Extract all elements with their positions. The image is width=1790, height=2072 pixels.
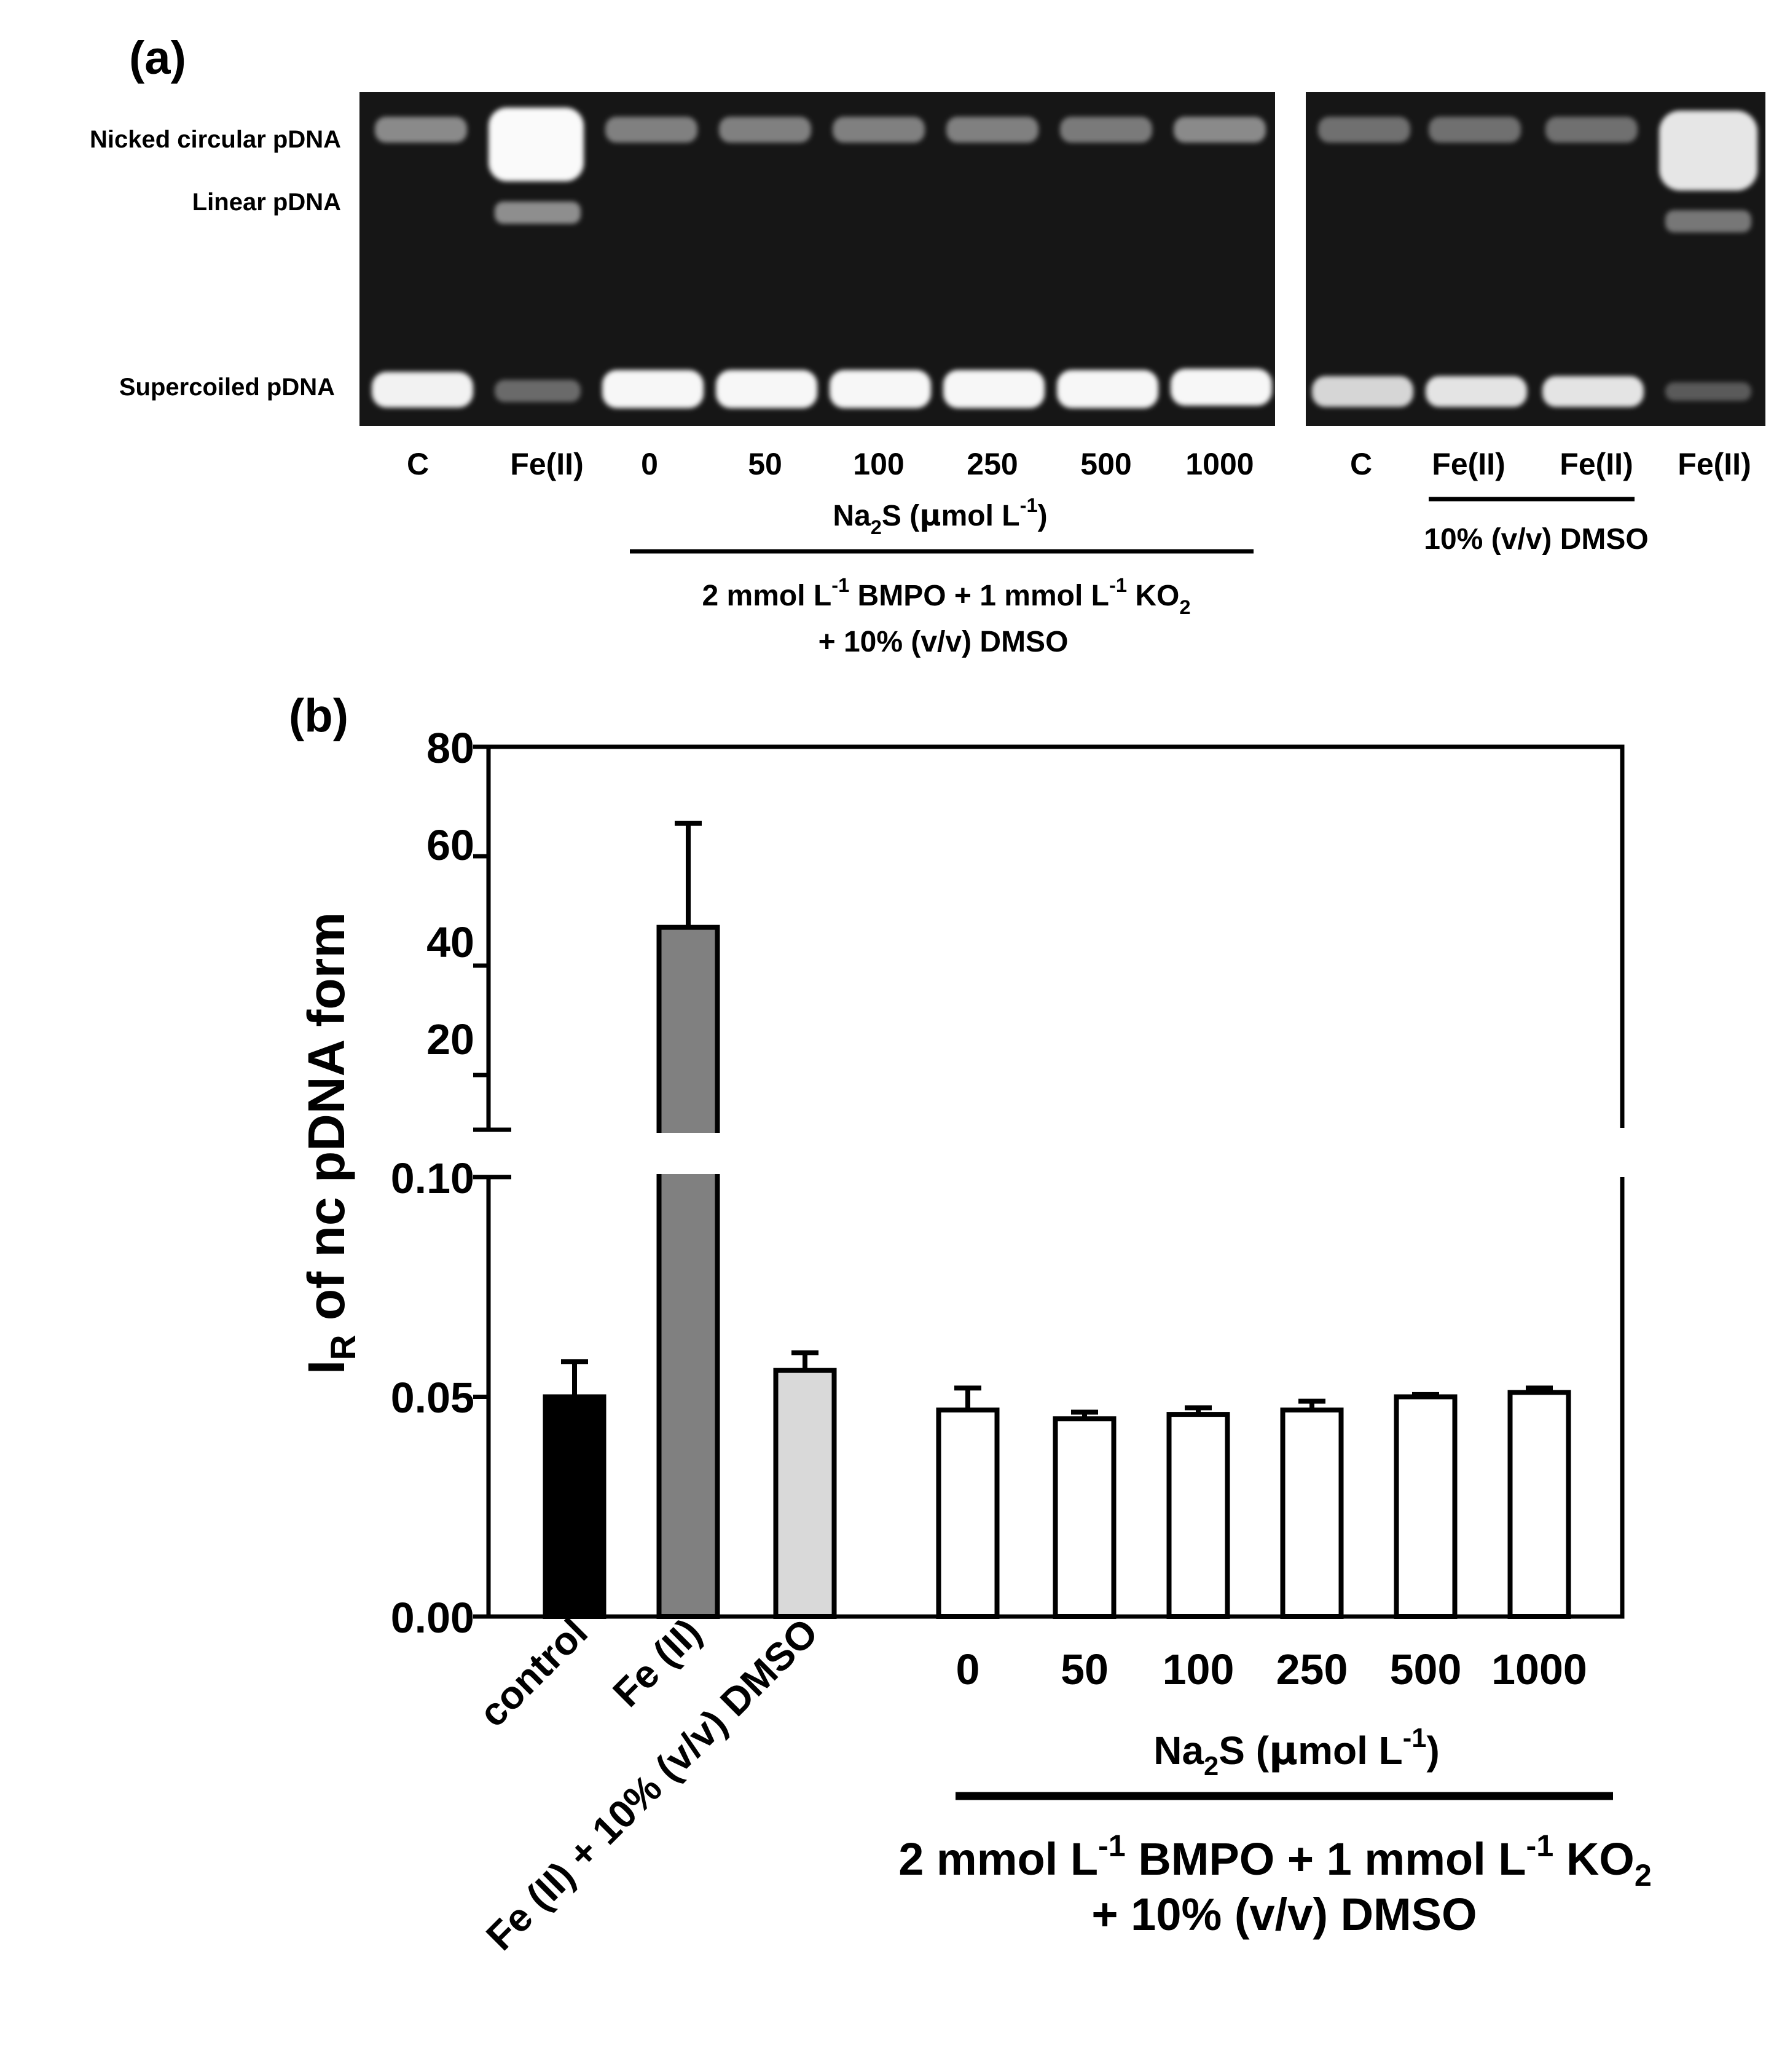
gel2-lane-label: C <box>1350 447 1372 481</box>
bar-fe-ii- <box>656 924 720 1619</box>
na2s-tick-label: 50 <box>1061 1645 1109 1693</box>
axis-break-gap <box>653 1133 724 1174</box>
bar-fe-ii-10-v-v-dmso <box>773 1368 837 1620</box>
gel1-lane-label: Fe(II) <box>510 447 583 481</box>
na2s-tick-label: 100 <box>1163 1645 1235 1693</box>
gel2-condition: 10% (v/v) DMSO <box>1424 523 1648 556</box>
panel-a-label: (a) <box>129 32 186 84</box>
band-label-nicked: Nicked circular pDNA <box>90 126 341 153</box>
na2s-axis-label: Na2S (μmol L-1) <box>1153 1723 1440 1781</box>
y-tick-label: 40 <box>426 918 474 966</box>
gel1-lane-label: 100 <box>853 447 904 481</box>
y-tick-label: 0.00 <box>391 1594 474 1642</box>
y-axis-label: IR of nc pDNA form <box>297 912 363 1374</box>
y-tick-label: 0.10 <box>391 1154 474 1202</box>
bars <box>543 821 1571 1620</box>
bar-1000 <box>1507 1390 1571 1620</box>
gel1-lane-label: 500 <box>1080 447 1131 481</box>
gel2-lane-label: Fe(II) <box>1432 447 1505 481</box>
bar-50 <box>1053 1416 1117 1619</box>
lower-y-ticks <box>473 1175 489 1619</box>
gel2-lane-label: Fe(II) <box>1560 447 1633 481</box>
gel1-lane-label: 250 <box>967 447 1018 481</box>
bar-100 <box>1166 1412 1230 1620</box>
gel-1-bands <box>372 108 1272 408</box>
na2s-tick-label: 250 <box>1276 1645 1348 1693</box>
gel1-lane-label: C <box>407 447 429 481</box>
y-tick-label: 0.05 <box>391 1374 474 1422</box>
upper-y-ticks <box>473 744 489 1077</box>
gel1-na2s-label: Na2S (μmol L-1) <box>833 494 1047 538</box>
gel1-condition-line-2: + 10% (v/v) DMSO <box>818 626 1069 658</box>
na2s-tick-label: 0 <box>956 1645 980 1693</box>
condition-line-2: + 10% (v/v) DMSO <box>1091 1889 1477 1940</box>
condition-line-1: 2 mmol L-1 BMPO + 1 mmol L-1 KO2 <box>898 1828 1652 1893</box>
gel1-lane-label: 1000 <box>1185 447 1254 481</box>
bar-500 <box>1394 1394 1458 1619</box>
na2s-tick-label: 500 <box>1390 1645 1462 1693</box>
gel1-lane-label: 0 <box>641 447 658 481</box>
bar-0 <box>936 1407 1000 1619</box>
gel1-lane-label: 50 <box>748 447 782 481</box>
y-tick-label: 60 <box>426 821 474 869</box>
gel-2-bands <box>1312 111 1757 407</box>
band-label-linear: Linear pDNA <box>192 189 341 216</box>
x-category-label: Fe (II) <box>604 1610 710 1716</box>
gel2-lane-label: Fe(II) <box>1678 447 1751 481</box>
panel-b-label: (b) <box>289 690 348 742</box>
plot-frame-upper <box>486 744 1625 1128</box>
gel1-condition-line-1: 2 mmol L-1 BMPO + 1 mmol L-1 KO2 <box>702 573 1191 618</box>
y-tick-label: 80 <box>426 724 474 772</box>
na2s-tick-label: 1000 <box>1491 1645 1587 1693</box>
x-category-label: control <box>471 1610 596 1735</box>
y-tick-label: 20 <box>426 1015 474 1063</box>
bar-250 <box>1280 1407 1344 1619</box>
bar-control <box>543 1394 606 1619</box>
band-label-supercoiled: Supercoiled pDNA <box>119 374 335 401</box>
